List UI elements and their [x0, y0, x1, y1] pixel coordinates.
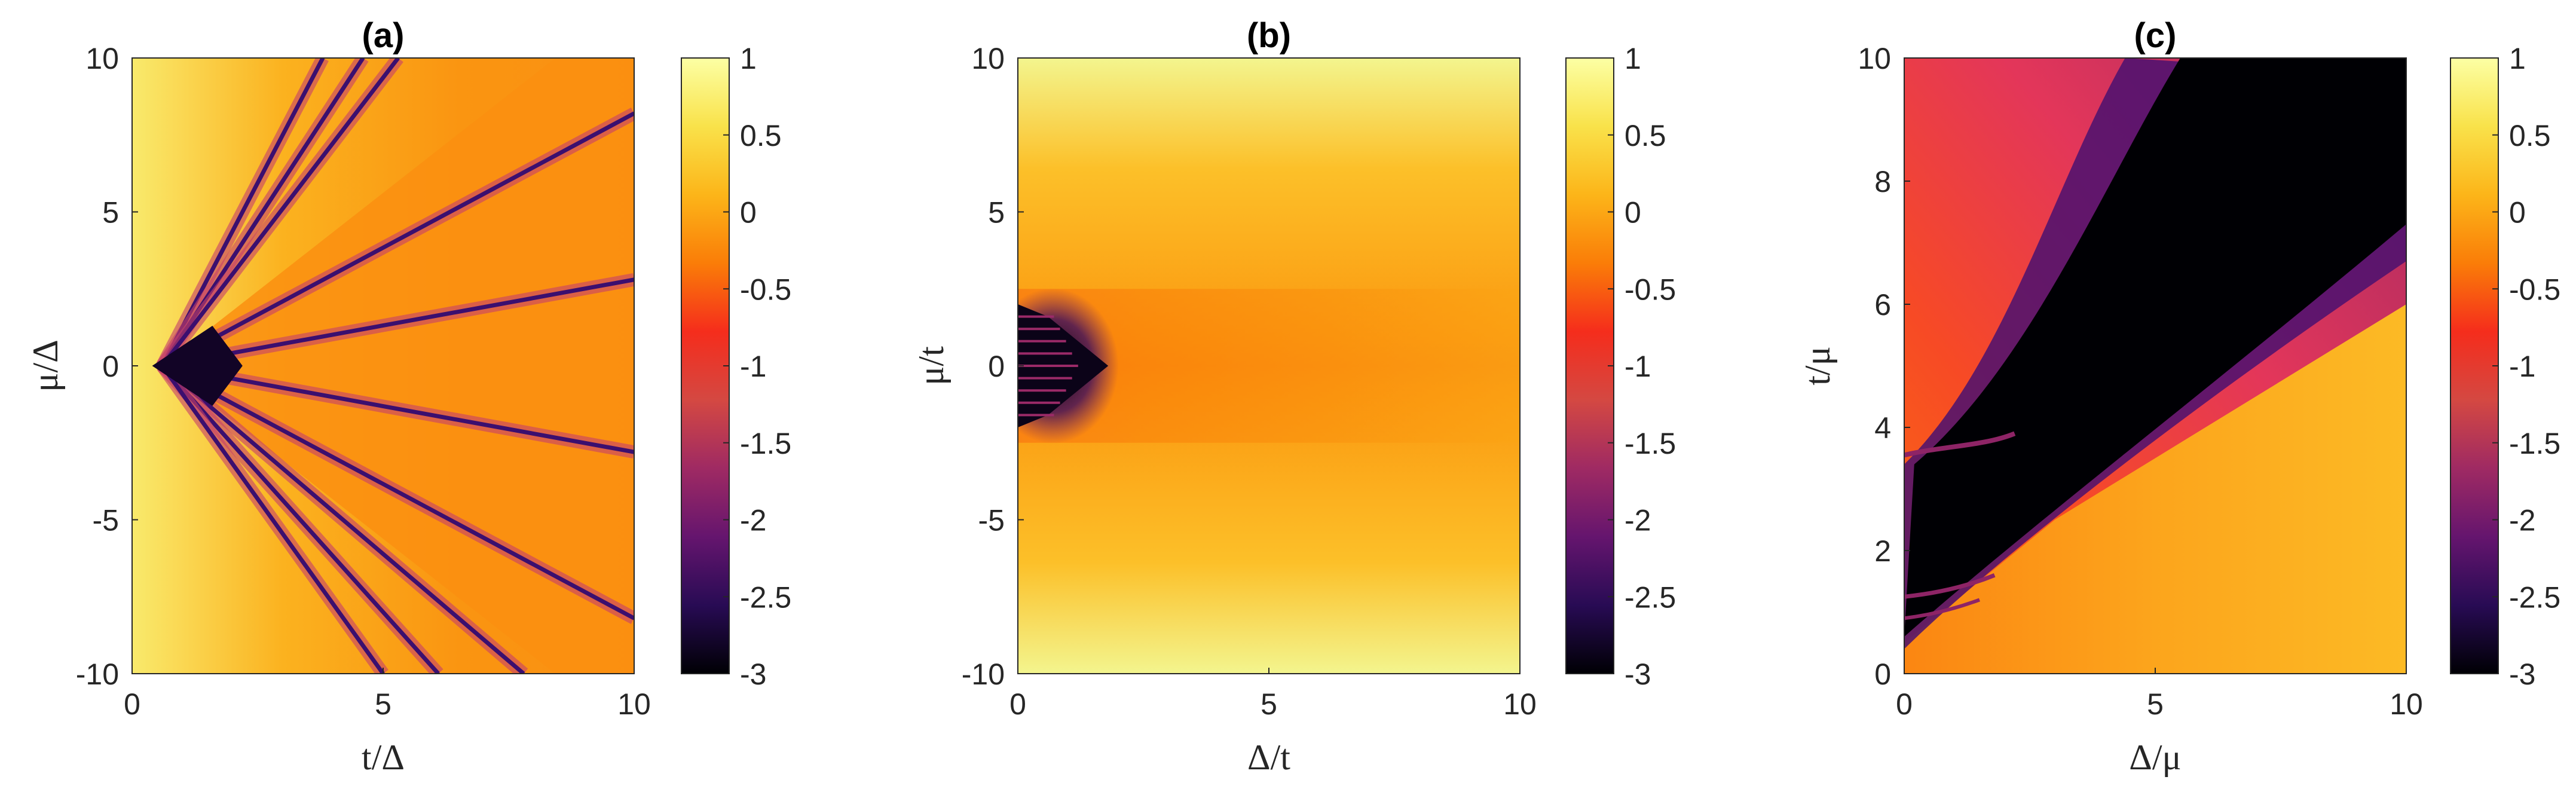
- panel-c-y-axis-label: t/μ: [1798, 346, 1837, 386]
- colorbar-tick-label: 0: [1624, 196, 1641, 230]
- panel-b: 0 5 10 -10 -5 0 5 10 (b) Δ/t μ/t 1 0.5 0 -0.5 -1 -1.5 -2 -…: [911, 16, 1676, 777]
- colorbar-tick-label: -0.5: [740, 273, 791, 306]
- panel-c-x-axis-label: Δ/μ: [2129, 738, 2181, 777]
- x-tick-label: 0: [124, 687, 140, 721]
- node-line: [161, 111, 634, 368]
- colorbar-tick-label: 0: [740, 196, 757, 230]
- y-tick-label: -10: [76, 658, 119, 691]
- panel-a-y-axis-label: μ/Δ: [26, 340, 65, 392]
- colorbar-tick-label: 0.5: [1624, 119, 1666, 152]
- panel-b-heatmap: [1018, 58, 1520, 674]
- colorbar-tick-label: -1: [740, 350, 766, 383]
- x-tick-label: 0: [1009, 687, 1026, 721]
- node-line: [161, 363, 634, 454]
- node-line: [160, 58, 400, 368]
- panel-a-x-axis-label: t/Δ: [362, 738, 405, 777]
- colorbar-tick-label: -3: [2509, 658, 2535, 691]
- y-tick-label: 0: [102, 350, 119, 383]
- colorbar-tick-label: -2: [2509, 504, 2535, 537]
- colorbar-tick-label: -2.5: [740, 580, 791, 614]
- panel-a-colorbar: 1 0.5 0 -0.5 -1 -1.5 -2 -2.5 -3: [681, 42, 791, 691]
- x-tick-label: 10: [2390, 687, 2423, 721]
- y-tick-label: 10: [1858, 42, 1891, 75]
- colorbar-tick-label: -1.5: [1624, 427, 1676, 460]
- colorbar-tick-label: 0: [2509, 196, 2526, 230]
- x-tick-label: 10: [1503, 687, 1537, 721]
- panel-b-colorbar: 1 0.5 0 -0.5 -1 -1.5 -2 -2.5 -3: [1565, 42, 1676, 691]
- colorbar-tick-label: 1: [2509, 42, 2526, 75]
- panel-a-title: (a): [362, 16, 405, 55]
- colorbar-tick-label: -2.5: [2509, 580, 2560, 614]
- panel-c: 0 5 10 0 2 4 6 8 10 (c) Δ/μ t/μ 1 0.5 0 -0.5 -1 -1.5 -2 -2.…: [1798, 16, 2560, 777]
- colorbar-tick-label: -1.5: [740, 427, 791, 460]
- y-tick-label: 10: [85, 42, 119, 75]
- panel-a: 0 5 10 -10 -5 0 5 10 (a) t/Δ μ/Δ 1 0.5 0 -0.5 -1 -1.5 -2 -…: [26, 16, 791, 777]
- panel-b-x-axis-label: Δ/t: [1247, 738, 1290, 777]
- colorbar-tick-label: -0.5: [2509, 273, 2560, 306]
- colorbar-tick-label: -1: [2509, 350, 2535, 383]
- colorbar-tick-label: -0.5: [1624, 273, 1676, 306]
- colorbar-tick-label: -3: [740, 658, 766, 691]
- dark-region: [1904, 58, 2406, 637]
- node-line: [160, 364, 440, 674]
- colorbar-tick-label: 1: [1624, 42, 1641, 75]
- colorbar-tick-label: 0.5: [740, 119, 782, 152]
- y-tick-label: -5: [93, 504, 119, 537]
- y-tick-label: 6: [1874, 288, 1891, 322]
- colorbar-tick-label: 1: [740, 42, 757, 75]
- branch-line: [1904, 431, 2016, 458]
- panel-c-title: (c): [2134, 16, 2177, 55]
- x-tick-label: 5: [2147, 687, 2164, 721]
- node-line: [161, 364, 525, 674]
- branch-line: [1904, 598, 1981, 620]
- x-tick-label: 5: [1261, 687, 1277, 721]
- y-tick-label: 0: [1874, 658, 1891, 691]
- y-tick-label: -5: [978, 504, 1005, 537]
- branch-line: [1904, 573, 1996, 599]
- y-tick-label: 4: [1874, 411, 1891, 445]
- panel-b-title: (b): [1247, 16, 1291, 55]
- y-tick-label: -10: [962, 658, 1005, 691]
- panel-c-heatmap: [1904, 58, 2406, 674]
- x-tick-label: 10: [617, 687, 651, 721]
- x-tick-label: 5: [375, 687, 391, 721]
- panel-a-heatmap: [132, 58, 634, 674]
- y-tick-label: 5: [988, 196, 1005, 230]
- y-tick-label: 5: [102, 196, 119, 230]
- colorbar-tick-label: 0.5: [2509, 119, 2551, 152]
- y-tick-label: 2: [1874, 534, 1891, 568]
- y-tick-label: 10: [971, 42, 1005, 75]
- panel-b-y-axis-label: μ/t: [911, 346, 951, 386]
- colorbar-tick-label: -2: [1624, 504, 1651, 537]
- colorbar-tick-label: -1: [1624, 350, 1651, 383]
- dark-origin: [152, 326, 243, 406]
- colorbar-tick-label: -1.5: [2509, 427, 2560, 460]
- node-line: [161, 277, 634, 368]
- colorbar-tick-label: -2.5: [1624, 580, 1676, 614]
- colorbar-tick-label: -3: [1624, 658, 1651, 691]
- x-tick-label: 0: [1896, 687, 1913, 721]
- y-tick-label: 0: [988, 350, 1005, 383]
- node-line: [161, 363, 634, 620]
- panel-c-colorbar: 1 0.5 0 -0.5 -1 -1.5 -2 -2.5 -3: [2450, 42, 2560, 691]
- y-tick-label: 8: [1874, 165, 1891, 198]
- colorbar-tick-label: -2: [740, 504, 766, 537]
- node-line: [160, 364, 385, 674]
